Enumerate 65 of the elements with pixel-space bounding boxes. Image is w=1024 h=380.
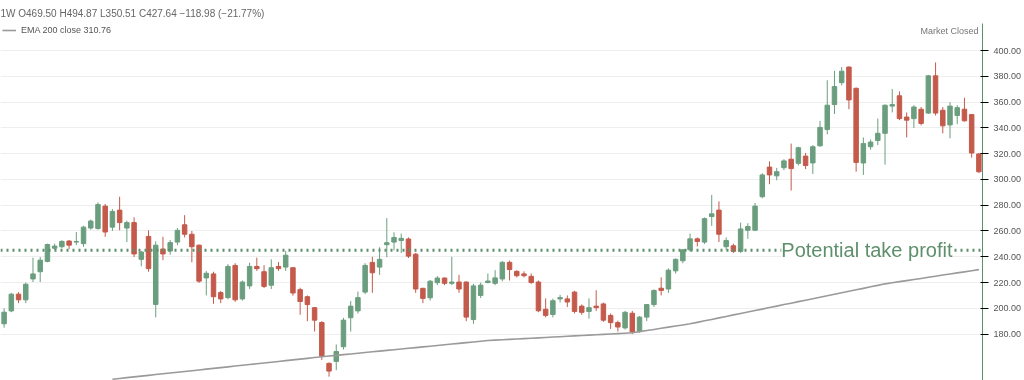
candlestick: [37, 256, 43, 283]
candlestick: [896, 90, 903, 121]
candlestick: [976, 152, 982, 174]
candlestick: [261, 264, 267, 289]
candlestick: [831, 70, 838, 115]
y-tick-label: 360.00: [993, 97, 1022, 108]
candlestick: [737, 222, 744, 254]
candlestick: [810, 144, 816, 175]
annotation: Market Closed: [920, 25, 979, 36]
candlestick: [268, 258, 275, 290]
candlestick: [23, 282, 29, 304]
candlestick: [210, 271, 217, 305]
y-tick-label: 200.00: [993, 303, 1022, 314]
candlestick: [282, 250, 289, 272]
legend-label: EMA 200 close 310.76: [21, 25, 112, 35]
candlestick: [506, 260, 513, 281]
y-tick-label: 180.00: [993, 329, 1022, 340]
candlestick: [1, 307, 7, 329]
candlestick: [838, 66, 845, 86]
y-tick-label: 280.00: [993, 200, 1022, 211]
candlestick: [30, 257, 36, 283]
candlestick: [788, 143, 794, 192]
candlestick: [940, 106, 946, 134]
y-tick-label: 240.00: [993, 251, 1022, 262]
y-tick-label: 300.00: [993, 174, 1022, 185]
candlestick: [701, 216, 708, 245]
candlestick: [239, 279, 246, 302]
y-tick-label: 380.00: [993, 71, 1022, 82]
candlestick: [586, 297, 592, 320]
candlestick: [918, 106, 924, 126]
candlestick: [766, 160, 773, 185]
y-tick-label: 340.00: [993, 122, 1022, 133]
candlestick: [109, 208, 116, 232]
candlestick: [405, 236, 412, 259]
candlestick: [116, 196, 123, 231]
candlestick: [384, 217, 390, 258]
y-tick-label: 320.00: [993, 148, 1022, 159]
candlestick: [687, 233, 693, 253]
candlestick: [903, 111, 910, 138]
chart-title: 1W O469.50 H494.87 L350.51 C427.64 −118.98 (−21.77%): [0, 7, 265, 19]
candlestick: [708, 194, 715, 227]
candlestick: [369, 256, 376, 294]
y-tick-label: 400.00: [993, 45, 1022, 56]
ref-line-label: Potential take profit: [781, 239, 953, 262]
candlestick: [542, 297, 549, 318]
candlestick: [376, 246, 383, 276]
candlestick: [860, 136, 867, 176]
candlestick: [333, 343, 339, 371]
candlestick: [124, 220, 130, 243]
candlestick: [550, 298, 556, 318]
candlestick: [622, 310, 628, 331]
candlestick: [593, 289, 599, 312]
line-series: [111, 268, 980, 380]
candlestick: [181, 214, 188, 238]
candlestick: [911, 104, 917, 129]
candlestick: [246, 262, 253, 290]
candlestick: [203, 270, 210, 296]
candlestick: [449, 256, 455, 286]
y-tick-label: 220.00: [993, 277, 1022, 288]
candlestick: [665, 267, 672, 294]
candlestick: [658, 276, 664, 296]
y-tick-label: 260.00: [993, 226, 1022, 236]
candlestick: [557, 294, 563, 304]
candlestick: [311, 306, 318, 333]
candlestick: [759, 172, 766, 199]
